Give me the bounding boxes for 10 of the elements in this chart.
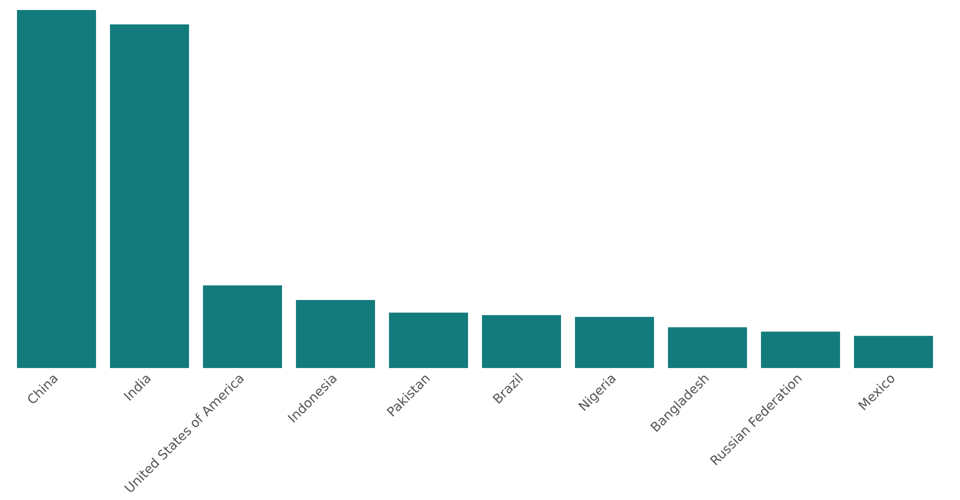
bar bbox=[16, 10, 96, 368]
bar bbox=[296, 300, 376, 368]
bar bbox=[482, 315, 562, 368]
bar bbox=[388, 312, 468, 368]
bar bbox=[202, 285, 282, 368]
bar bbox=[760, 332, 840, 368]
bar bbox=[668, 327, 748, 368]
bar bbox=[854, 336, 934, 368]
bar bbox=[574, 316, 654, 368]
bar bbox=[110, 24, 190, 368]
